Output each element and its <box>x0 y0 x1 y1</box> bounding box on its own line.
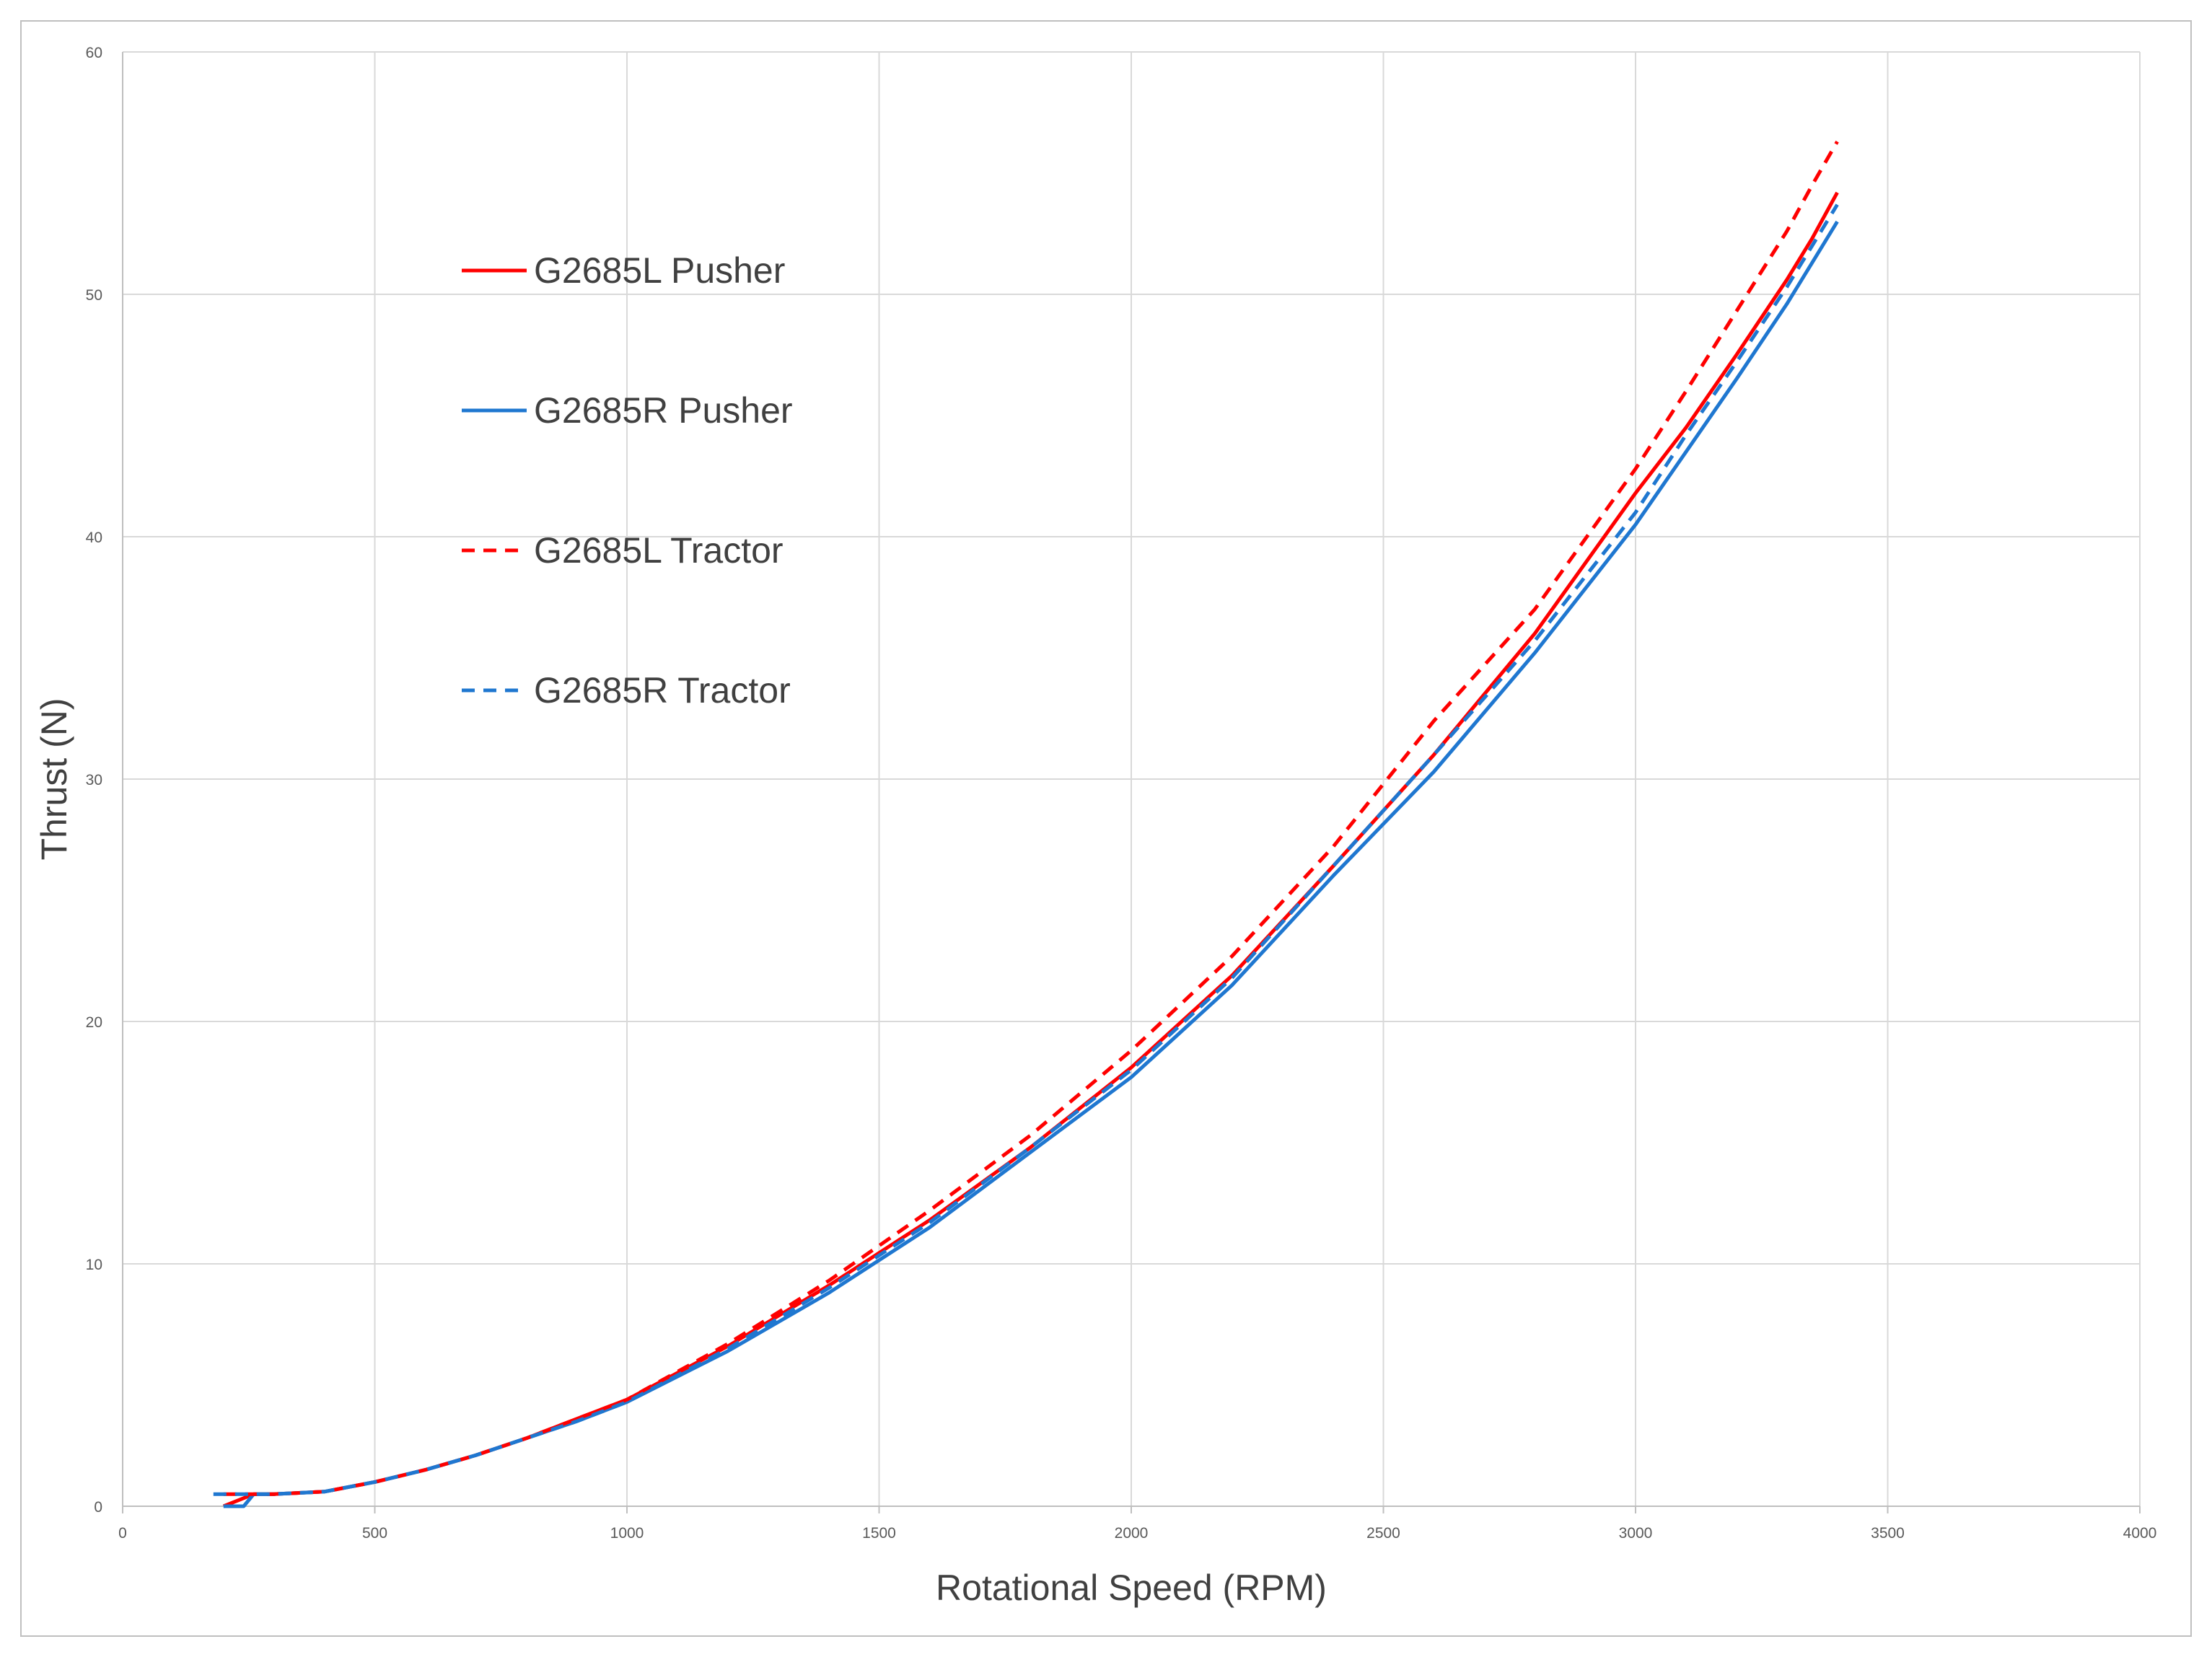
x-tick-label: 1000 <box>610 1525 644 1542</box>
chart-frame <box>20 20 2192 1637</box>
series-line-2 <box>223 220 1839 1508</box>
x-tick-label: 3000 <box>1619 1525 1653 1542</box>
y-axis-title: Thrust (N) <box>34 698 74 861</box>
y-tick-label: 60 <box>86 45 102 61</box>
x-axis-title: Rotational Speed (RPM) <box>936 1568 1327 1608</box>
axes: 0 500 1000 1500 2000 2500 3000 3500 4000 0 10 20 30 4… <box>86 45 2157 1542</box>
series-lines <box>213 141 1839 1508</box>
gridlines <box>122 51 2141 1507</box>
legend-label-3: G2685L Tractor <box>534 530 784 571</box>
x-tick-label: 2500 <box>1366 1525 1400 1542</box>
legend-label-1: G2685L Pusher <box>534 250 785 291</box>
x-tick-label: 500 <box>362 1525 387 1542</box>
y-tick-label: 10 <box>86 1257 102 1273</box>
x-tick-label: 4000 <box>2123 1525 2157 1542</box>
x-tick-label: 0 <box>118 1525 127 1542</box>
x-tick-label: 2000 <box>1115 1525 1149 1542</box>
legend-label-4: G2685R Tractor <box>534 670 791 711</box>
y-tick-label: 40 <box>86 529 102 546</box>
x-tick-label: 1500 <box>862 1525 896 1542</box>
y-tick-label: 30 <box>86 772 102 788</box>
series-line-3 <box>223 141 1839 1496</box>
series-line-4 <box>213 203 1839 1496</box>
y-tick-label: 20 <box>86 1014 102 1031</box>
series-line-1 <box>222 191 1839 1508</box>
legend: G2685L Pusher G2685R Pusher G2685L Tractor… <box>462 250 793 711</box>
legend-label-2: G2685R Pusher <box>534 390 793 431</box>
y-tick-label: 0 <box>94 1499 102 1516</box>
y-tick-label: 50 <box>86 287 102 304</box>
x-tick-label: 3500 <box>1871 1525 1905 1542</box>
